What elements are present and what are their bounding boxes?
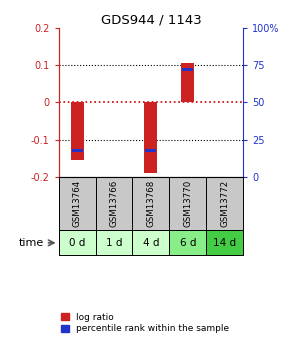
Text: GSM13772: GSM13772 <box>220 180 229 227</box>
Bar <box>144 102 157 174</box>
Text: 4 d: 4 d <box>143 238 159 248</box>
Text: 6 d: 6 d <box>180 238 196 248</box>
Bar <box>145 149 156 152</box>
Text: GSM13768: GSM13768 <box>146 180 155 227</box>
Text: time: time <box>18 238 44 248</box>
Text: 1 d: 1 d <box>106 238 122 248</box>
Text: 14 d: 14 d <box>213 238 236 248</box>
Bar <box>169 230 206 255</box>
Bar <box>96 230 132 255</box>
Bar <box>71 102 84 160</box>
Bar <box>181 63 194 102</box>
Text: 0 d: 0 d <box>69 238 85 248</box>
Text: GSM13766: GSM13766 <box>110 180 118 227</box>
Bar <box>71 149 83 152</box>
Bar <box>59 230 96 255</box>
Bar <box>206 230 243 255</box>
Text: GSM13764: GSM13764 <box>73 180 81 227</box>
Bar <box>182 68 193 71</box>
Legend: log ratio, percentile rank within the sample: log ratio, percentile rank within the sa… <box>57 309 233 337</box>
Text: GSM13770: GSM13770 <box>183 180 192 227</box>
Bar <box>132 230 169 255</box>
Title: GDS944 / 1143: GDS944 / 1143 <box>100 13 201 27</box>
